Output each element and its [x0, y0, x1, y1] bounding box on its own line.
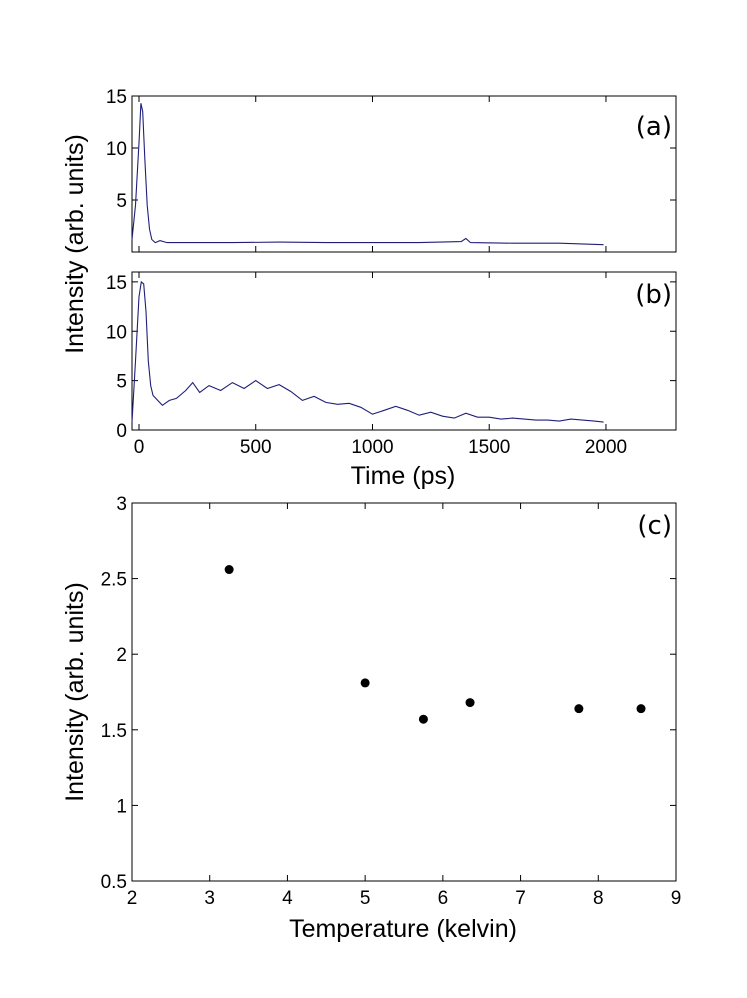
panel-c-ytick-label: 1.5 [101, 721, 127, 742]
panel-b-xtick-label: 500 [240, 437, 272, 458]
panel-b-ytick-label: 0 [116, 421, 127, 442]
panel-c-ytick-label: 3 [116, 494, 127, 515]
panel-c-ytick-label: 2.5 [101, 570, 127, 591]
panel-c-ytick-label: 2 [116, 645, 127, 666]
panel-c-data-point [418, 714, 428, 724]
panel-b-xlabel: Time (ps) [351, 462, 456, 490]
panel-c-data-point [574, 704, 584, 714]
panel-b-xtick-label: 1000 [351, 437, 393, 458]
panel-a-ytick-label: 10 [106, 139, 127, 160]
panel-b: 0 5 10 15 0 500 1000 1500 2000 (b) Time (ps) [106, 271, 677, 490]
panel-a-ytick-label: 5 [116, 191, 127, 212]
panel-c-xtick-label: 4 [282, 888, 293, 909]
panel-c-data-point [360, 678, 370, 688]
panel-b-xtick-label: 0 [134, 437, 145, 458]
panel-c: 0.5 1 1.5 2 2.5 3 2 3 4 5 6 7 8 9 (c) Temperature (ke… [61, 494, 681, 943]
panel-c-xlabel: Temperature (kelvin) [289, 915, 517, 943]
panel-c-xtick-label: 6 [438, 888, 449, 909]
panel-c-data-point [465, 698, 475, 708]
panel-c-xtick-label: 7 [515, 888, 526, 909]
panel-a-frame [131, 95, 677, 253]
panel-a: 5 10 15 (a) [106, 87, 677, 253]
panel-b-xtick-label: 1500 [468, 437, 510, 458]
panel-c-frame [131, 502, 677, 882]
panel-b-ytick-label: 5 [116, 372, 127, 393]
panel-c-xtick-label: 2 [127, 888, 138, 909]
panel-ab-ylabel: Intensity (arb. units) [61, 134, 89, 354]
panel-b-series-line [131, 280, 604, 423]
panel-b-ytick-label: 10 [106, 322, 127, 343]
panel-c-ytick-label: 1 [116, 796, 127, 817]
panel-a-label: (a) [636, 112, 672, 142]
panel-b-xtick-label: 2000 [585, 437, 627, 458]
panel-c-xtick-label: 8 [593, 888, 604, 909]
panel-c-label: (c) [637, 511, 672, 541]
panel-c-ytick-label: 0.5 [101, 872, 127, 893]
panel-c-data-point [636, 704, 646, 714]
panel-a-series-line [131, 103, 604, 246]
panel-c-ylabel: Intensity (arb. units) [61, 582, 89, 802]
panel-c-xtick-label: 9 [671, 888, 682, 909]
panel-c-xtick-label: 5 [360, 888, 371, 909]
panel-a-ytick-label: 15 [106, 87, 127, 108]
panel-b-label: (b) [635, 280, 672, 310]
panel-c-data-point [224, 565, 234, 575]
panel-b-frame [131, 271, 677, 431]
panel-c-xtick-label: 3 [204, 888, 215, 909]
panel-b-ytick-label: 15 [106, 273, 127, 294]
